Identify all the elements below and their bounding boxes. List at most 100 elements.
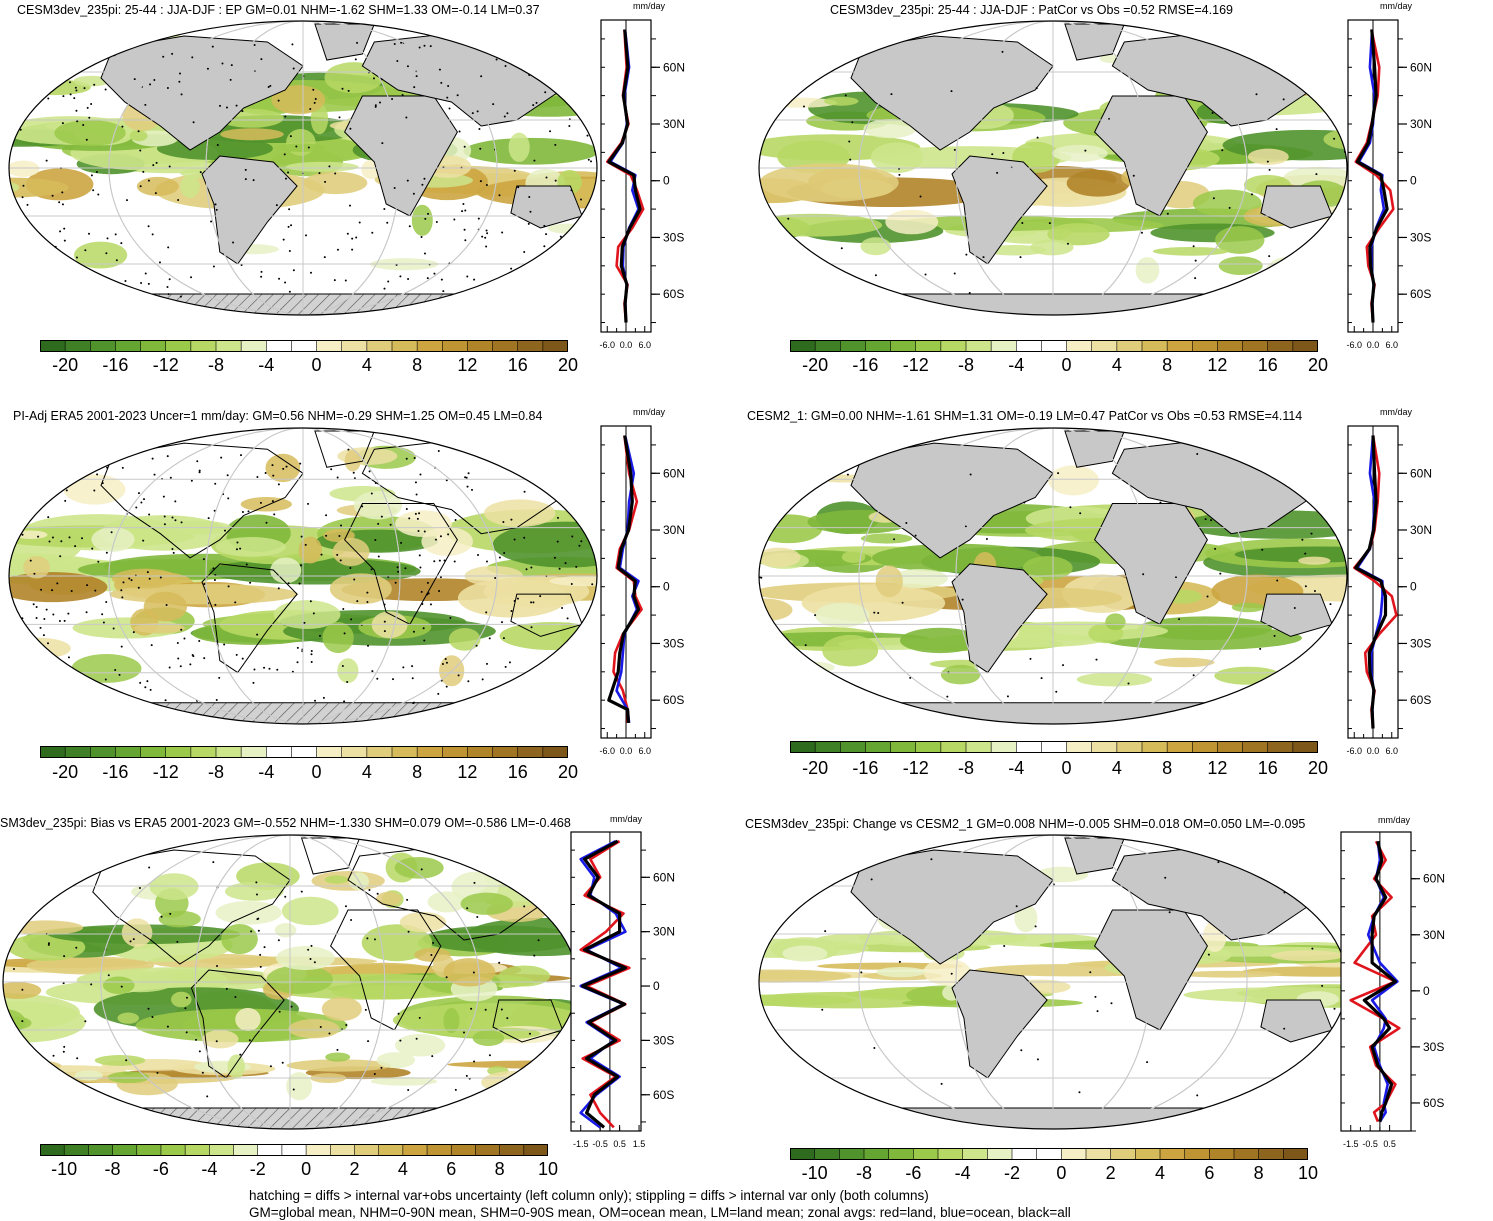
colorbar-swatch xyxy=(40,1144,65,1156)
colorbar-swatch xyxy=(1041,340,1067,352)
colorbar xyxy=(790,1148,1308,1160)
lat-tick-label: 30S xyxy=(1410,230,1431,244)
colorbar-swatch xyxy=(1292,741,1318,753)
colorbar-swatch xyxy=(915,340,942,352)
caption-line-2: GM=global mean, NHM=0-90N mean, SHM=0-90… xyxy=(249,1205,1071,1220)
colorbar-tick-label: 12 xyxy=(457,762,478,782)
colorbar-labels: -10 -8 -6 -4 -2 0 2 4 6 8 10 xyxy=(790,1163,1318,1185)
x-tick-label: -0.5 xyxy=(592,1139,608,1149)
map xyxy=(8,20,598,316)
colorbar-swatch xyxy=(392,746,418,758)
zonal-mean-plot: 60N 30N 0 30S 60S -1.5 -0.5 0.5 xyxy=(1340,831,1445,1149)
colorbar-swatch xyxy=(1142,340,1168,352)
colorbar xyxy=(40,340,568,352)
colorbar-swatch xyxy=(987,1148,1013,1160)
colorbar-swatch xyxy=(790,741,816,753)
lat-tick-label: 30S xyxy=(653,1033,674,1047)
x-tick-label: 0.0 xyxy=(620,340,633,350)
colorbar-swatch xyxy=(938,1148,964,1160)
lat-tick-label: 60N xyxy=(663,466,685,480)
units-label: mm/day xyxy=(1378,815,1411,825)
colorbar-swatch xyxy=(499,1144,525,1156)
colorbar-tick-label: -6 xyxy=(905,1163,922,1183)
colorbar-swatch xyxy=(185,1144,210,1156)
colorbar-swatch xyxy=(1292,340,1318,352)
colorbar-swatch xyxy=(40,746,66,758)
colorbar-swatch xyxy=(815,741,841,753)
x-tick-label: -6.0 xyxy=(599,340,615,350)
colorbar-tick-label: 0 xyxy=(1056,1163,1067,1183)
colorbar-swatch xyxy=(517,746,544,758)
zonal-mean-plot: 60N 30N 0 30S 60S -6.0 0.0 6.0 xyxy=(1346,425,1432,756)
colorbar-swatch xyxy=(890,340,917,352)
colorbar-swatch xyxy=(840,741,866,753)
colorbar-swatch xyxy=(1184,1148,1210,1160)
colorbar-swatch xyxy=(1167,741,1193,753)
colorbar-swatch xyxy=(64,1144,89,1156)
colorbar-swatch xyxy=(790,1148,816,1160)
colorbar-swatch xyxy=(1061,1148,1087,1160)
colorbar-swatch xyxy=(1234,1148,1260,1160)
colorbar-swatch xyxy=(427,1144,452,1156)
colorbar-swatch xyxy=(190,340,217,352)
colorbar-swatch xyxy=(354,1144,380,1156)
colorbar xyxy=(790,340,1318,352)
colorbar-tick-label: 16 xyxy=(507,355,528,375)
map xyxy=(8,427,598,725)
colorbar-swatch xyxy=(281,1144,307,1156)
colorbar-tick-label: 8 xyxy=(1162,758,1173,778)
lat-tick-label: 0 xyxy=(663,580,670,594)
colorbar xyxy=(790,741,1318,753)
colorbar-tick-label: 0 xyxy=(1061,355,1072,375)
colorbar-tick-label: 20 xyxy=(557,762,579,782)
colorbar-tick-label: -8 xyxy=(855,1163,873,1183)
colorbar-tick-label: -20 xyxy=(802,355,829,375)
colorbar xyxy=(40,1144,548,1156)
x-tick-label: -6.0 xyxy=(1346,340,1362,350)
colorbar-tick-label: 8 xyxy=(412,762,423,782)
x-tick-label: 0.0 xyxy=(620,746,633,756)
colorbar-tick-label: -4 xyxy=(954,1163,971,1183)
lat-tick-label: 60S xyxy=(1410,693,1431,707)
colorbar-swatch xyxy=(966,340,992,352)
lat-tick-label: 0 xyxy=(1410,580,1417,594)
colorbar-swatch xyxy=(1066,741,1093,753)
panel-title: PI-Adj ERA5 2001-2023 Uncer=1 mm/day: GM… xyxy=(13,409,543,423)
colorbar-swatch xyxy=(65,340,91,352)
colorbar-tick-label: 4 xyxy=(361,762,372,782)
colorbar-tick-label: -8 xyxy=(104,1159,121,1179)
colorbar-tick-label: -20 xyxy=(802,758,829,778)
colorbar-tick-label: -8 xyxy=(957,758,975,778)
colorbar-swatch xyxy=(1283,1148,1308,1160)
x-tick-label: -6.0 xyxy=(1346,746,1362,756)
colorbar-swatch xyxy=(966,741,992,753)
colorbar-swatch xyxy=(1012,1148,1038,1160)
colorbar-swatch xyxy=(1217,741,1243,753)
colorbar-swatch xyxy=(442,340,468,352)
colorbar-swatch xyxy=(417,340,443,352)
colorbar-tick-label: -16 xyxy=(852,758,879,778)
lat-tick-label: 30S xyxy=(1423,1040,1444,1054)
colorbar-tick-label: 0 xyxy=(311,762,322,782)
lat-tick-label: 60N xyxy=(1410,466,1432,480)
zonal-series-line xyxy=(1355,29,1389,323)
colorbar-tick-label: -8 xyxy=(207,762,225,782)
colorbar-tick-label: -6 xyxy=(152,1159,169,1179)
colorbar-tick-label: -4 xyxy=(258,355,275,375)
colorbar-tick-label: -20 xyxy=(52,355,79,375)
colorbar-tick-label: -16 xyxy=(102,355,129,375)
colorbar-tick-label: -2 xyxy=(249,1159,266,1179)
lat-tick-label: 30N xyxy=(663,523,685,537)
colorbar-labels: -20 -16 -12 -8 -4 0 4 8 12 16 20 xyxy=(40,762,578,784)
lat-tick-label: 30S xyxy=(1410,636,1431,650)
colorbar-swatch xyxy=(190,746,217,758)
colorbar-labels: -20 -16 -12 -8 -4 0 4 8 12 16 20 xyxy=(790,758,1328,780)
colorbar-swatch xyxy=(266,746,292,758)
colorbar-tick-label: 8 xyxy=(494,1159,505,1179)
lat-tick-label: 60N xyxy=(1410,60,1432,74)
colorbar-tick-label: 0 xyxy=(311,355,322,375)
colorbar-tick-label: 10 xyxy=(537,1159,559,1179)
colorbar-swatch xyxy=(1209,1148,1235,1160)
colorbar-tick-label: 4 xyxy=(397,1159,408,1179)
colorbar-swatch xyxy=(865,741,891,753)
